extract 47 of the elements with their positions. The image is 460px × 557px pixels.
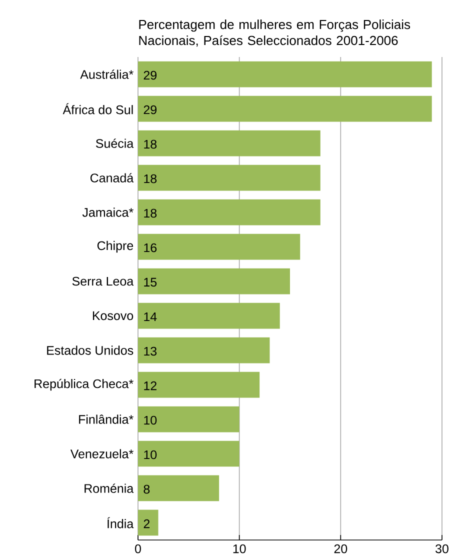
bar — [138, 268, 290, 294]
y-tick-label: Canadá — [90, 173, 134, 182]
x-tick-label: 0 — [135, 544, 141, 554]
data-label: 12 — [144, 381, 156, 390]
x-tick-label: 20 — [334, 544, 348, 554]
y-tick-label: Suécia — [96, 138, 134, 148]
data-label: 14 — [144, 312, 157, 322]
y-tick-label: África do Sul — [62, 103, 133, 114]
bar — [138, 234, 300, 260]
bar — [138, 510, 158, 536]
y-tick-label: Venezuela* — [70, 449, 134, 458]
y-tick-label: Kosovo — [92, 311, 134, 320]
bar — [138, 61, 432, 88]
data-label: 2 — [144, 519, 150, 528]
bar — [138, 337, 270, 364]
bar — [138, 199, 320, 226]
y-tick-label: Austrália* — [80, 70, 134, 79]
data-label: 18 — [144, 140, 157, 149]
bar — [138, 406, 240, 432]
data-label: 29 — [144, 105, 157, 114]
y-tick-label: Estados Unidos — [47, 346, 134, 355]
bar — [138, 130, 320, 156]
bar — [138, 96, 432, 122]
data-label: 10 — [144, 450, 157, 460]
data-label: 16 — [144, 243, 157, 252]
x-tick-label: 30 — [436, 544, 448, 554]
data-label: 15 — [144, 278, 157, 287]
bar — [138, 475, 220, 502]
y-tick-label: Chipre — [97, 240, 134, 253]
data-label: 10 — [144, 416, 157, 425]
bar — [138, 440, 240, 467]
y-tick-label: Roménia — [84, 484, 134, 493]
y-tick-label: Serra Leoa — [72, 276, 134, 286]
y-tick-label: Finlândia* — [79, 414, 134, 424]
data-label: 18 — [144, 208, 157, 218]
y-tick-label: Jamaica* — [82, 208, 134, 217]
data-label: 18 — [144, 174, 157, 184]
bar — [138, 302, 280, 329]
data-label: 29 — [144, 70, 157, 80]
x-tick-label: 10 — [233, 544, 246, 554]
data-label: 8 — [144, 484, 150, 494]
y-tick-label: República Checa* — [34, 378, 134, 391]
bar — [138, 372, 260, 398]
y-tick-label: Índia — [107, 517, 134, 528]
chart-title: Percentagem de mulheres em Forças Policiais Nacionais, Países Seleccionados 2001-2006 — [139, 20, 410, 47]
bar — [138, 164, 320, 191]
data-label: 13 — [144, 346, 157, 356]
